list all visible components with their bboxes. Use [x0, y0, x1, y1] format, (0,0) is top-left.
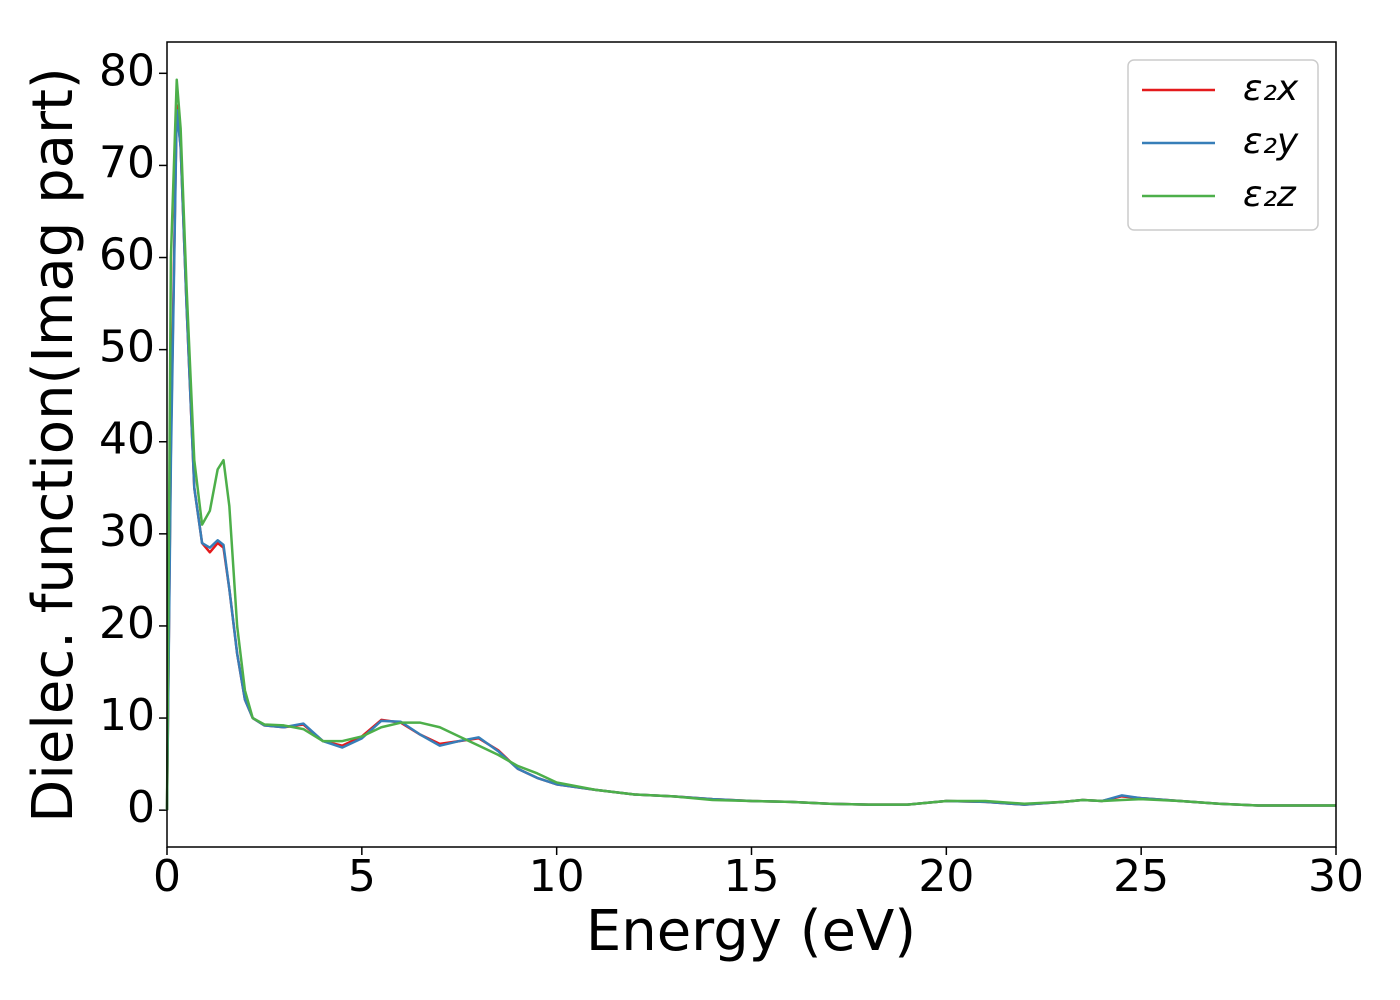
y-tick-label: 80 [99, 45, 155, 96]
x-tick-label: 20 [918, 851, 974, 902]
plot-frame [166, 41, 1337, 848]
legend-label: ε₂y [1243, 121, 1299, 162]
legend-label: ε₂x [1243, 68, 1299, 109]
x-tick-label: 15 [724, 851, 780, 902]
y-tick-label: 60 [99, 230, 155, 281]
legend-label: ε₂z [1243, 174, 1297, 215]
x-tick-label: 0 [153, 851, 181, 902]
y-tick-label: 0 [127, 782, 155, 833]
series-line [165, 78, 1336, 811]
x-tick-label: 30 [1308, 851, 1364, 902]
x-tick-label: 10 [529, 851, 585, 902]
y-tick-label: 50 [99, 322, 155, 373]
y-tick-label: 20 [99, 598, 155, 649]
legend-box [1127, 59, 1319, 231]
y-tick-label: 40 [99, 414, 155, 465]
x-tick-label: 5 [348, 851, 376, 902]
y-tick-label: 30 [99, 506, 155, 557]
y-tick-label: 10 [99, 690, 155, 741]
x-axis-label: Energy (eV) [586, 899, 916, 964]
y-axis-label: Dielec. function(Imag part) [21, 67, 86, 823]
y-tick-label: 70 [99, 137, 155, 188]
x-tick-label: 25 [1113, 851, 1169, 902]
